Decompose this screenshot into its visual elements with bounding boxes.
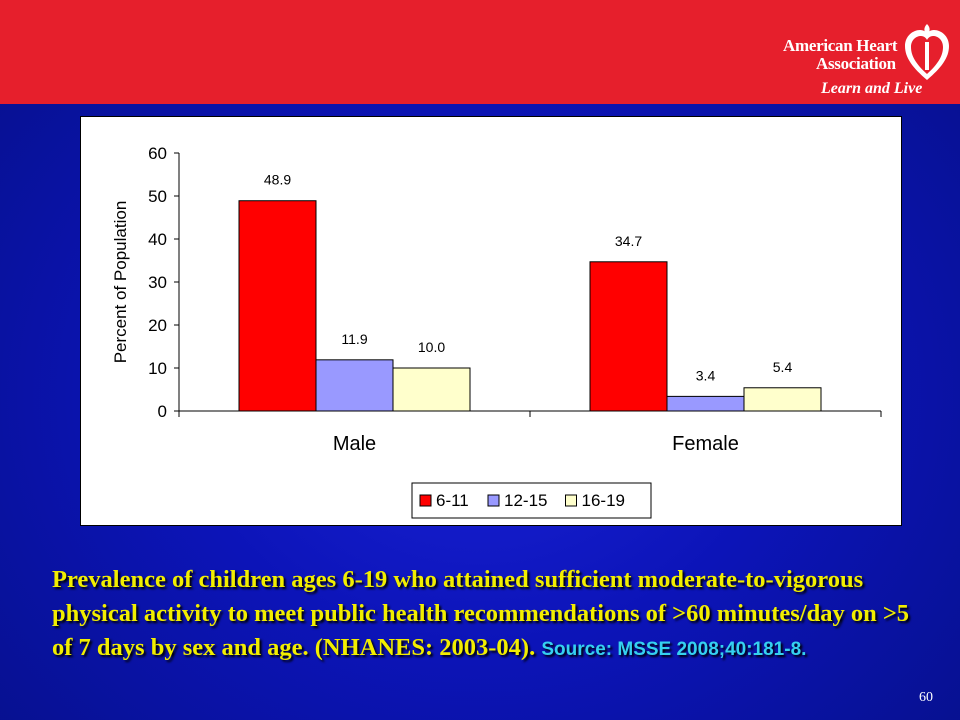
aha-logo: American Heart Association Learn and Liv… [775,18,955,102]
y-tick-label: 0 [158,402,167,421]
bar-12-15-female [666,395,745,412]
x-category-label: Female [672,433,739,455]
chart-panel: 0 10 20 30 40 50 60 Percent of Population 48.9 11… [80,116,902,526]
slide-caption: Prevalence of children ages 6-19 who att… [52,563,912,667]
heart-torch-icon [905,24,949,80]
bar-6-11-male [238,200,317,412]
legend-swatch [565,494,577,507]
logo-name-line2: Association [816,54,896,73]
y-tick-label: 50 [148,187,167,206]
legend-box [411,482,652,519]
y-tick-label: 20 [148,316,167,335]
logo-tagline: Learn and Live [821,80,923,97]
caption-source: Source: MSSE 2008;40:181-8. [541,639,807,660]
y-tick-label: 30 [148,273,167,292]
caption-text: Prevalence of children ages 6-19 who att… [52,566,910,661]
x-category-label: Male [333,433,376,455]
bar-16-19-male [392,367,471,412]
bar-data-label: 48.9 [264,172,291,188]
legend-label: 12-15 [504,491,547,510]
bar-16-19-female [743,387,822,412]
legend-label: 6-11 [436,491,469,510]
bar-data-label: 11.9 [341,331,367,347]
bar-data-label: 3.4 [696,367,716,383]
header-band [0,0,960,104]
slide-number: 60 [919,690,933,705]
bar-6-11-female [589,261,668,412]
legend-swatch [419,494,432,507]
y-tick-label: 10 [148,359,167,378]
logo-name-line1: American Heart [783,36,898,55]
y-axis-title: Percent of Population [111,201,130,364]
y-tick-label: 40 [148,230,167,249]
bar-data-label: 34.7 [615,233,642,249]
legend-swatch [487,494,500,507]
bar-chart: 0 10 20 30 40 50 60 Percent of Population 48.9 11… [111,144,882,519]
bar-data-label: 5.4 [773,359,793,375]
y-tick-label: 60 [148,144,167,163]
legend-label: 16-19 [582,491,625,510]
bar-12-15-male [315,359,394,412]
bar-data-label: 10.0 [418,339,445,355]
